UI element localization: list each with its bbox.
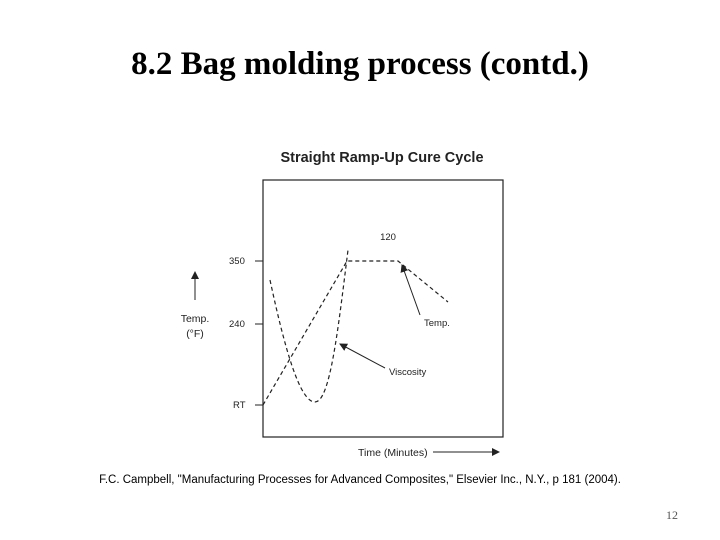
y-tick-label: RT	[233, 400, 246, 411]
temperature-curve	[262, 260, 449, 406]
y-tick-label: 240	[229, 319, 245, 330]
viscosity-annotation-label: Viscosity	[389, 367, 427, 378]
temp-arrow	[400, 264, 421, 316]
y-axis-label-line1: Temp.	[181, 313, 210, 325]
figure-title: Straight Ramp-Up Cure Cycle	[280, 150, 483, 166]
y-axis-label-line2: (°F)	[186, 328, 204, 340]
hold-time-label: 120	[380, 232, 396, 243]
viscosity-arrow	[339, 343, 386, 369]
temp-annotation-label: Temp.	[424, 318, 450, 329]
y-tick-label: 350	[229, 256, 245, 267]
x-axis-label: Time (Minutes)	[358, 447, 428, 459]
citation: F.C. Campbell, "Manufacturing Processes …	[99, 474, 621, 486]
slide-title: 8.2 Bag molding process (contd.)	[131, 46, 589, 82]
plot-frame	[262, 179, 504, 438]
viscosity-curve	[269, 249, 349, 403]
page-number: 12	[666, 508, 678, 522]
